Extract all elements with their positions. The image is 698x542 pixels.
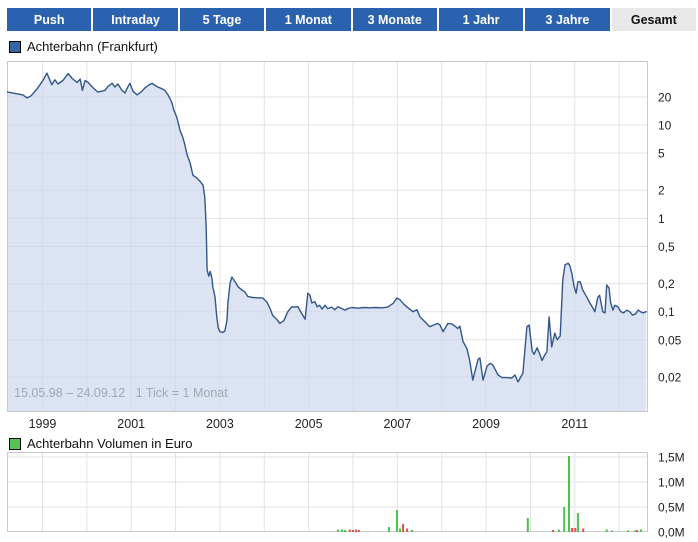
price-legend: Achterbahn (Frankfurt) (9, 39, 158, 54)
price-chart: 20 10 5 2 1 0,5 0,2 0,1 0,05 0,02 1999 2001 2003 2005… (7, 61, 682, 431)
svg-text:0,1: 0,1 (658, 305, 675, 319)
volume-series-swatch-icon (9, 437, 21, 450)
svg-text:2011: 2011 (561, 417, 588, 431)
price-y-axis: 20 10 5 2 1 0,5 0,2 0,1 0,05 0,02 (658, 90, 682, 384)
period-tabbar: Push Intraday 5 Tage 1 Monat 3 Monate 1 Jahr 3… (7, 8, 696, 31)
svg-text:1,0M: 1,0M (658, 476, 685, 490)
tab-1-jahr[interactable]: 1 Jahr (438, 8, 524, 31)
svg-text:0,0M: 0,0M (658, 526, 685, 540)
svg-text:1: 1 (658, 212, 665, 226)
price-x-axis: 1999 2001 2003 2005 2007 2009 2011 (29, 417, 589, 431)
svg-text:2: 2 (658, 184, 665, 198)
volume-grid (7, 452, 648, 532)
svg-text:2003: 2003 (206, 417, 234, 431)
tab-push[interactable]: Push (7, 8, 92, 31)
svg-text:0,2: 0,2 (658, 277, 675, 291)
price-series-swatch-icon (9, 40, 21, 53)
svg-text:0,5: 0,5 (658, 240, 675, 254)
svg-text:10: 10 (658, 119, 672, 133)
volume-bars (336, 456, 642, 532)
tab-3-jahre[interactable]: 3 Jahre (525, 8, 610, 31)
tab-3-monate[interactable]: 3 Monate (352, 8, 437, 31)
svg-text:1999: 1999 (29, 417, 57, 431)
volume-chart: 1,5M 1,0M 0,5M 0,0M (7, 451, 685, 540)
tab-1-monat[interactable]: 1 Monat (266, 8, 351, 31)
price-plot-border (7, 61, 648, 412)
price-area-fill (7, 73, 647, 412)
volume-y-axis: 1,5M 1,0M 0,5M 0,0M (658, 451, 685, 540)
chart-range-watermark: 15.05.98 – 24.09.12 1 Tick = 1 Monat (14, 386, 228, 400)
svg-text:5: 5 (658, 147, 665, 161)
tab-intraday[interactable]: Intraday (93, 8, 178, 31)
svg-text:1,5M: 1,5M (658, 451, 685, 465)
svg-text:2005: 2005 (295, 417, 323, 431)
tab-gesamt[interactable]: Gesamt (611, 8, 696, 31)
volume-plot-border (7, 452, 648, 532)
svg-text:2007: 2007 (383, 417, 411, 431)
svg-text:0,5M: 0,5M (658, 501, 685, 515)
tab-5-tage[interactable]: 5 Tage (179, 8, 265, 31)
volume-legend-label: Achterbahn Volumen in Euro (27, 436, 193, 451)
price-line-series (7, 72, 647, 383)
svg-text:20: 20 (658, 90, 672, 104)
price-legend-label: Achterbahn (Frankfurt) (27, 39, 158, 54)
svg-text:2001: 2001 (117, 417, 145, 431)
svg-text:0,05: 0,05 (658, 333, 682, 347)
svg-text:0,02: 0,02 (658, 370, 682, 384)
volume-legend: Achterbahn Volumen in Euro (9, 436, 193, 451)
svg-text:2009: 2009 (472, 417, 500, 431)
